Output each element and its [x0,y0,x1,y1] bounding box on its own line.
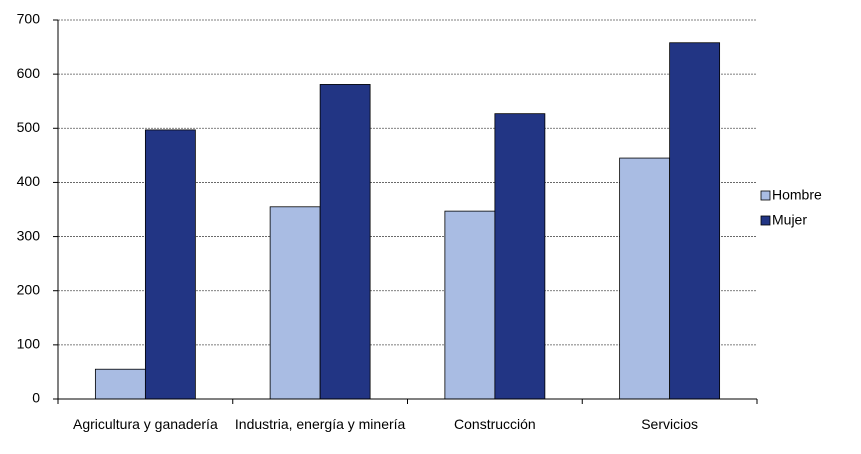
x-tick-label: Servicios [641,416,699,432]
y-tick-label: 0 [32,390,40,406]
bar [269,206,321,400]
bar [144,129,196,400]
y-tick-label: 500 [17,119,41,135]
x-tick-label: Agricultura y ganadería [72,416,218,432]
legend-label: Hombre [772,187,822,203]
bar [494,113,546,400]
bar [94,368,146,400]
legend-swatch [760,215,771,226]
y-tick-label: 600 [17,65,41,81]
y-tick-label: 400 [17,173,41,189]
y-tick-label: 200 [17,281,41,297]
y-tick-label: 700 [17,11,41,27]
x-tick-label: Construcción [454,416,536,432]
bar [319,84,371,400]
y-tick-label: 100 [17,336,41,352]
legend-swatch [760,190,771,201]
x-tick-label: Industria, energía y minería [234,416,406,432]
bar [619,157,671,400]
y-tick-label: 300 [17,227,41,243]
bar [669,42,721,400]
legend-label: Mujer [772,212,807,228]
bar [444,210,496,400]
